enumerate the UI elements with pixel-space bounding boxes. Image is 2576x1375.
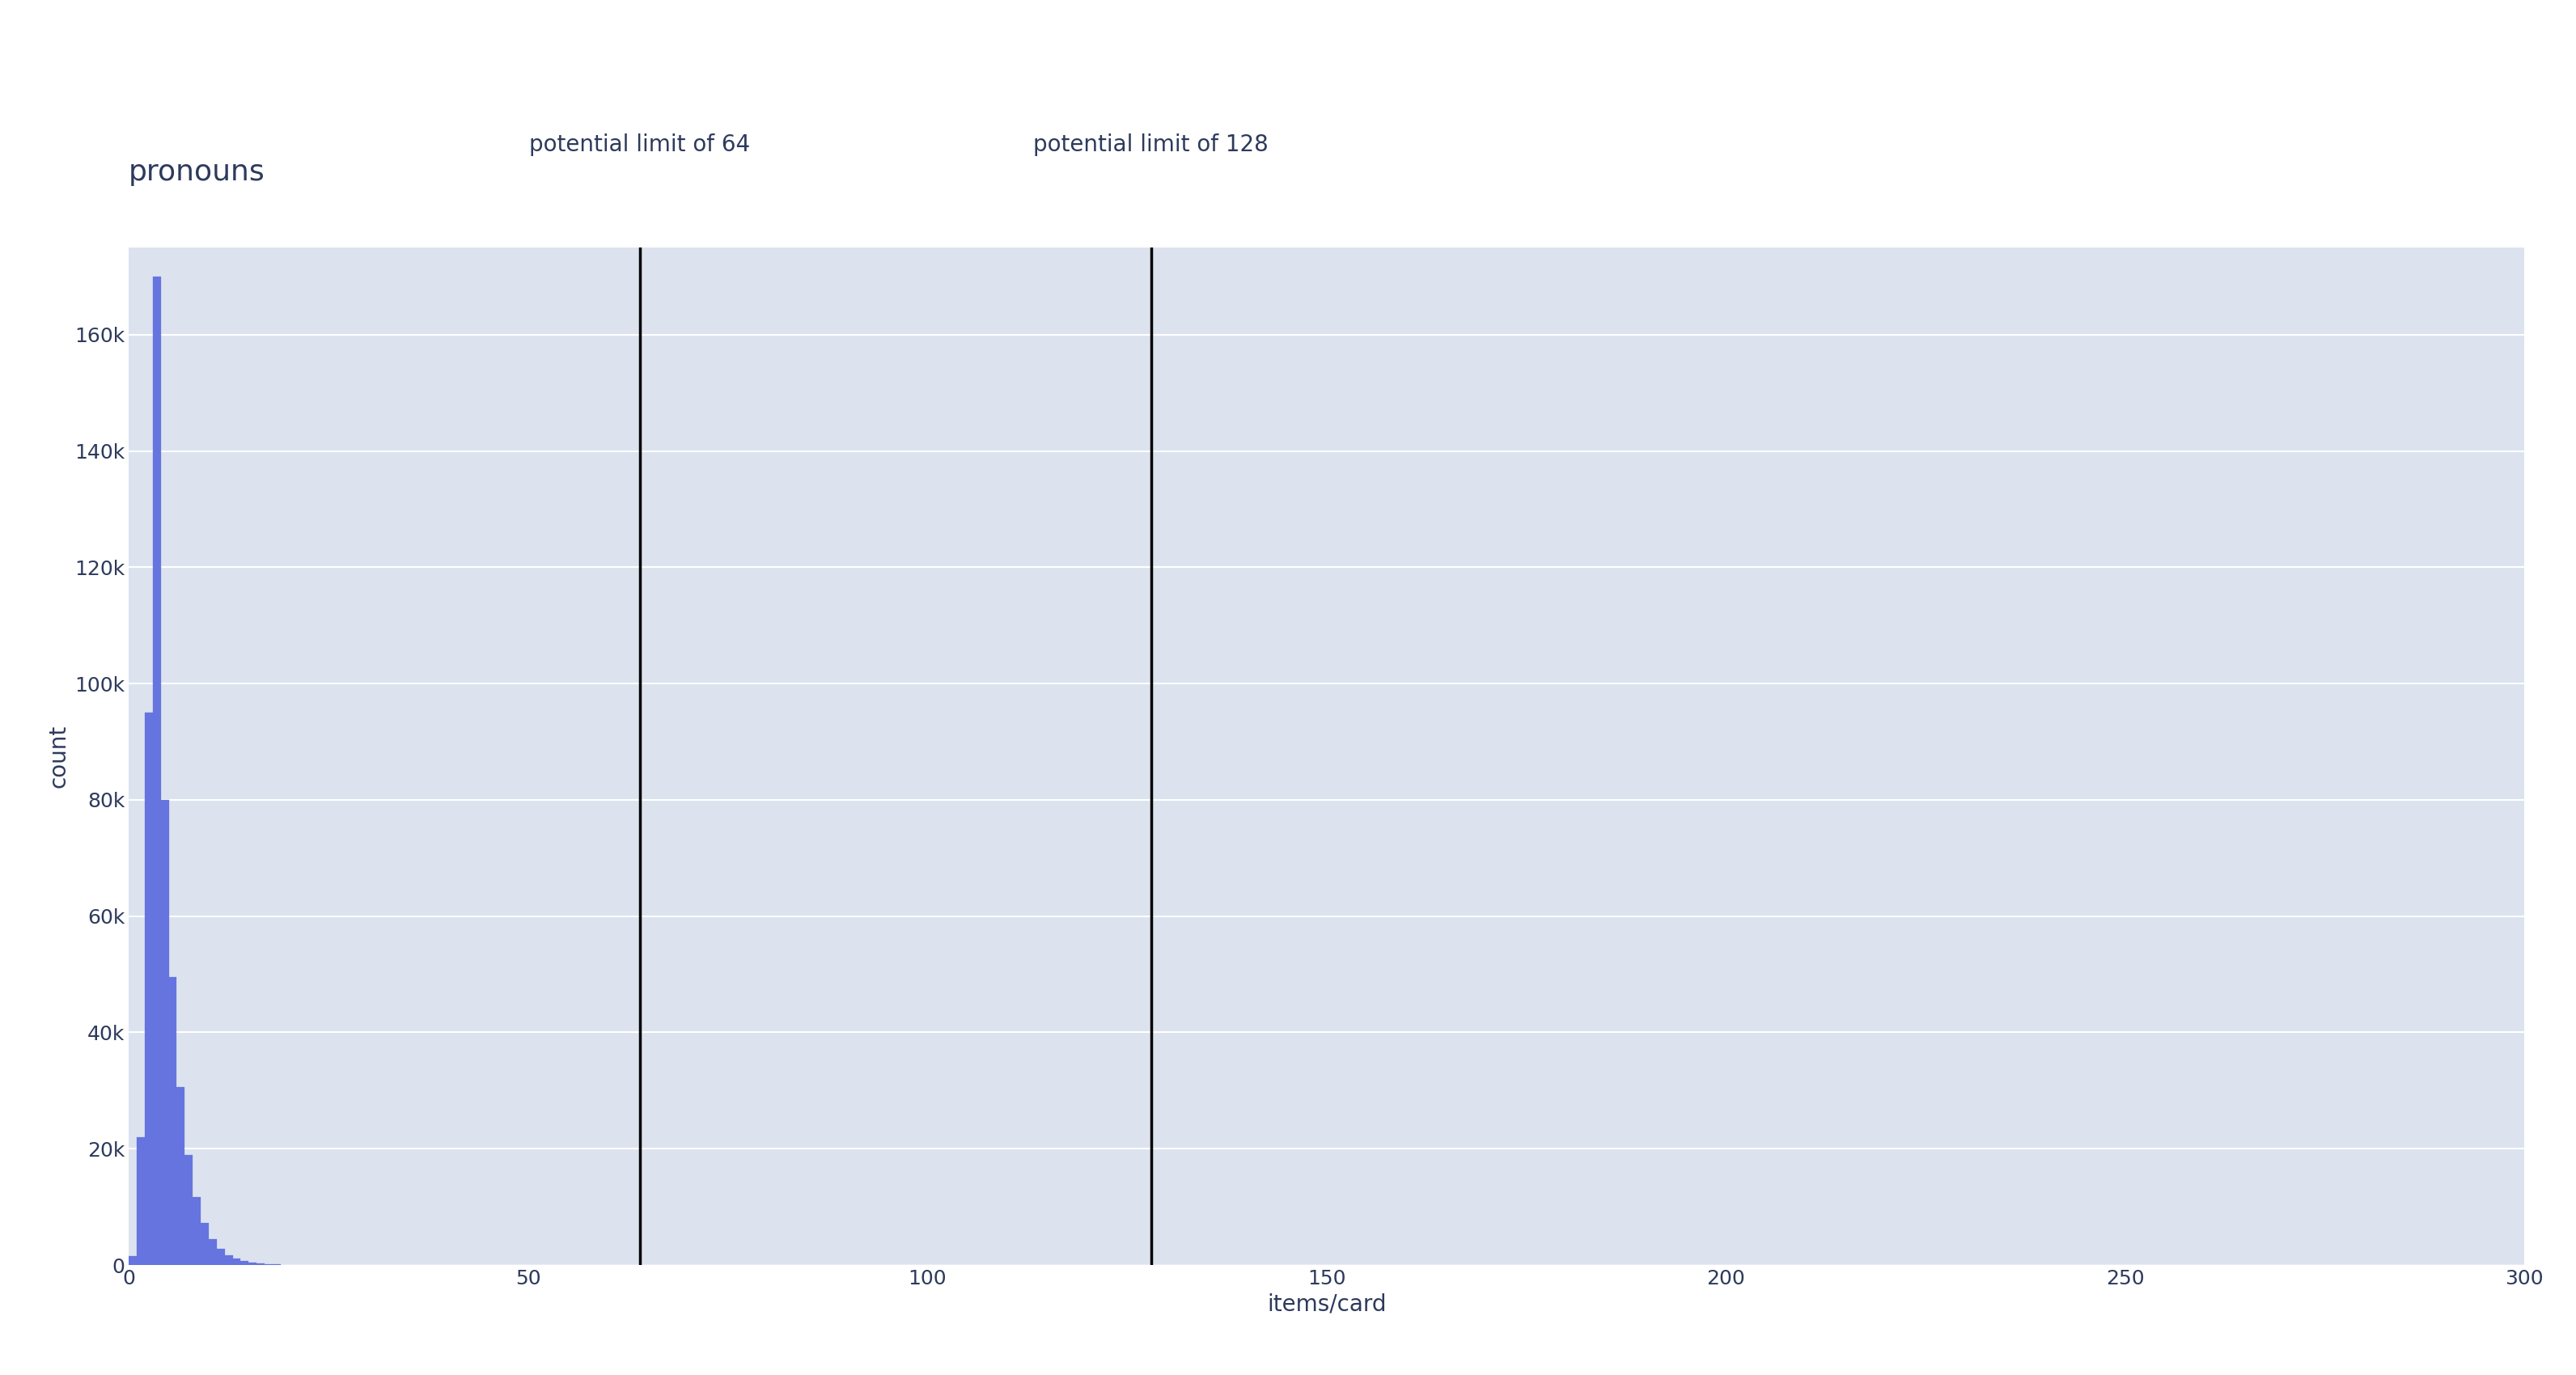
Bar: [216, 1249, 224, 1265]
Text: potential limit of 128: potential limit of 128: [1033, 133, 1267, 155]
Bar: [209, 1239, 216, 1265]
X-axis label: items/card: items/card: [1267, 1292, 1386, 1316]
Bar: [193, 1196, 201, 1265]
Bar: [201, 1222, 209, 1265]
Bar: [152, 276, 160, 1265]
Bar: [170, 978, 178, 1265]
Y-axis label: count: count: [46, 725, 70, 788]
Bar: [232, 1260, 240, 1265]
Bar: [185, 1155, 193, 1265]
Bar: [144, 712, 152, 1265]
Text: pronouns: pronouns: [129, 158, 265, 186]
Bar: [129, 1257, 137, 1265]
Text: potential limit of 64: potential limit of 64: [531, 133, 750, 155]
Bar: [258, 1264, 265, 1265]
Bar: [160, 800, 170, 1265]
Bar: [178, 1086, 185, 1265]
Bar: [250, 1262, 258, 1265]
Bar: [240, 1261, 250, 1265]
Bar: [137, 1137, 144, 1265]
Bar: [224, 1255, 232, 1265]
